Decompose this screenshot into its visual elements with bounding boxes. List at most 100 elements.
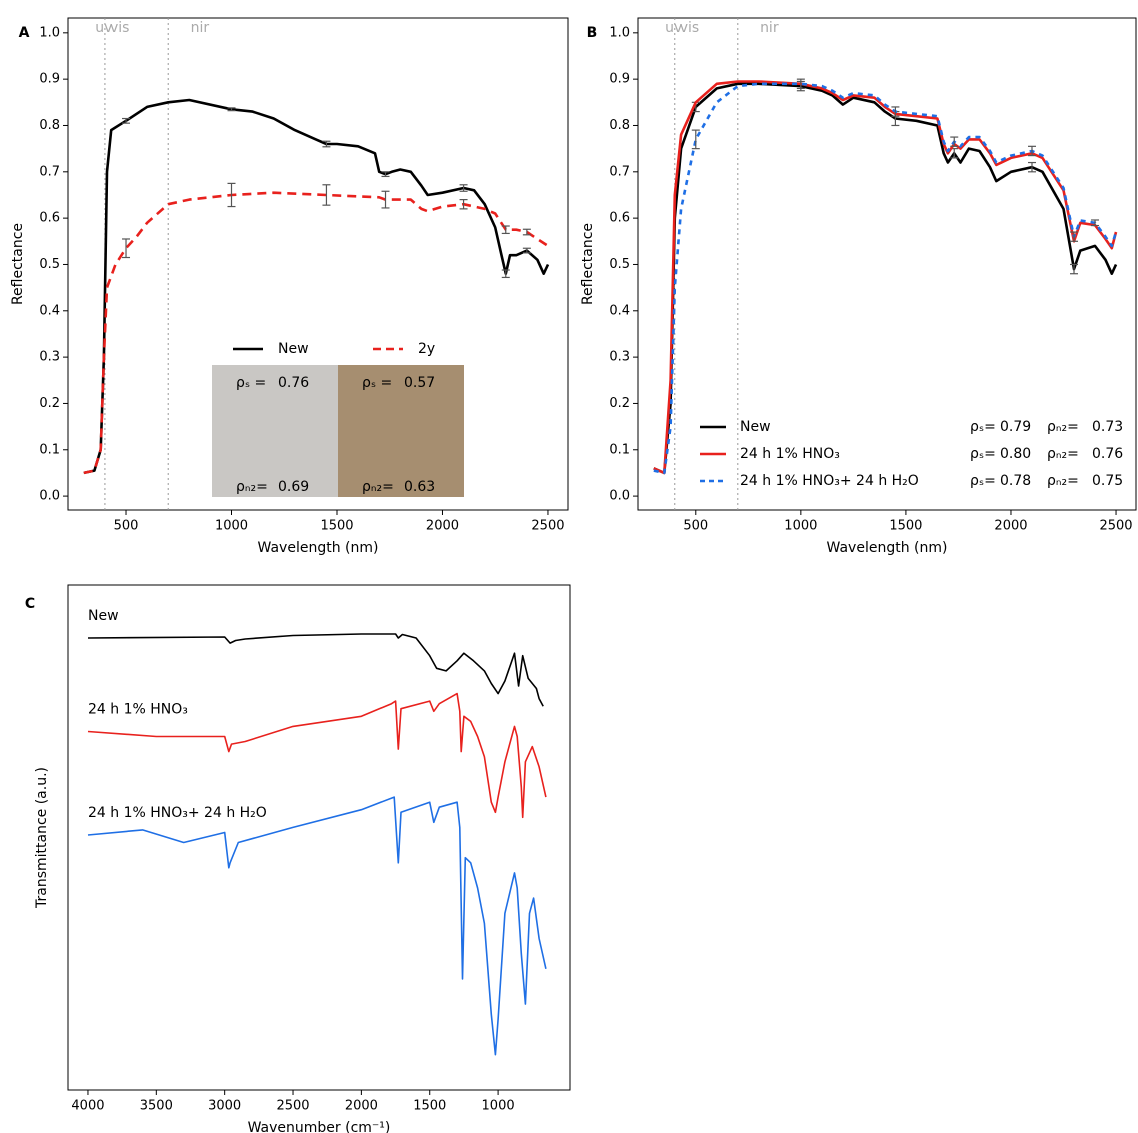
rho-n2-value: 0.69 [278, 479, 309, 495]
region-label: nir [191, 20, 210, 36]
x-tick-label: 3500 [140, 1099, 173, 1114]
error-bar [891, 106, 900, 117]
x-tick-label: 1500 [413, 1099, 446, 1114]
plot-frame [67, 584, 571, 1091]
error-bar [522, 247, 531, 254]
x-tick-label: 2500 [276, 1099, 309, 1114]
x-tick-label: 2000 [426, 519, 459, 534]
error-bar [381, 190, 390, 209]
y-tick-label: 0.8 [39, 118, 60, 133]
x-tick-label: 2000 [345, 1099, 378, 1114]
series-line [87, 633, 544, 707]
y-tick-label: 0.6 [609, 211, 630, 226]
rho-s-value: 0.80 [1000, 446, 1031, 462]
y-tick-label: 0.8 [609, 118, 630, 133]
y-tick-label: 0.6 [39, 211, 60, 226]
y-tick-label: 0.5 [609, 257, 630, 272]
sample-swatch [338, 365, 464, 497]
error-bar [501, 225, 510, 235]
rho-s-value: 0.76 [278, 375, 309, 391]
region-label: uv [665, 20, 682, 36]
rho-s-label: ρₛ= [970, 473, 996, 489]
y-tick-label: 0.1 [39, 442, 60, 457]
rho-n2-label: ρₙ₂= [1047, 473, 1079, 489]
x-tick-label: 4000 [71, 1099, 104, 1114]
error-bar [1070, 263, 1079, 275]
y-tick-label: 0.7 [39, 164, 60, 179]
y-tick-label: 0.9 [609, 72, 630, 87]
y-tick-label: 0.0 [609, 489, 630, 504]
error-bar [501, 269, 510, 279]
error-bar [381, 171, 390, 178]
rho-n2-value: 0.76 [1092, 446, 1123, 462]
legend-label: 24 h 1% HNO₃+ 24 h H₂O [740, 473, 919, 489]
x-tick-label: 500 [114, 519, 139, 534]
rho-s-label: ρₛ = [236, 375, 266, 391]
rho-n2-value: 0.73 [1092, 419, 1123, 435]
y-tick-label: 0.4 [609, 303, 630, 318]
error-bar [227, 107, 236, 112]
region-label: uv [95, 20, 112, 36]
panel-label: B [587, 25, 598, 41]
y-tick-label: 0.2 [609, 396, 630, 411]
y-axis-title: Transmittance (a.u.) [34, 767, 50, 909]
series-line [653, 80, 1118, 475]
y-tick-label: 0.0 [39, 489, 60, 504]
y-tick-label: 0.9 [39, 72, 60, 87]
y-axis-title: Reflectance [580, 223, 596, 305]
legend-label: 24 h 1% HNO₃ [740, 446, 840, 462]
series-line [87, 692, 547, 819]
region-label: nir [760, 20, 779, 36]
y-tick-label: 0.1 [609, 442, 630, 457]
region-label: vis [110, 20, 129, 36]
error-bar [522, 228, 531, 236]
error-bar [122, 117, 131, 124]
y-tick-label: 1.0 [609, 25, 630, 40]
x-tick-label: 3000 [208, 1099, 241, 1114]
error-bar [796, 78, 805, 90]
spectrum-label: New [88, 608, 119, 624]
error-bar [459, 184, 468, 192]
x-axis-title: Wavelength (nm) [258, 540, 379, 556]
x-tick-label: 1000 [482, 1099, 515, 1114]
error-bar [227, 182, 236, 208]
error-bar [322, 184, 331, 206]
y-tick-label: 0.2 [39, 396, 60, 411]
panel-label: C [25, 596, 35, 612]
x-axis-title: Wavelength (nm) [827, 540, 948, 556]
error-bar [322, 140, 331, 148]
series-line [87, 796, 547, 1056]
error-bar [122, 238, 131, 259]
series-line [653, 82, 1118, 475]
legend-label: New [278, 341, 309, 357]
rho-n2-label: ρₙ₂= [236, 479, 268, 495]
x-tick-label: 2500 [1099, 519, 1132, 534]
y-tick-label: 1.0 [39, 25, 60, 40]
error-bar [1070, 231, 1079, 242]
rho-n2-value: 0.63 [404, 479, 435, 495]
rho-n2-label: ρₙ₂= [362, 479, 394, 495]
x-axis-title: Wavenumber (cm⁻¹) [248, 1120, 391, 1133]
rho-s-value: 0.79 [1000, 419, 1031, 435]
y-tick-label: 0.3 [39, 350, 60, 365]
series-line [83, 98, 550, 475]
y-tick-label: 0.3 [609, 350, 630, 365]
y-tick-label: 0.4 [39, 303, 60, 318]
y-tick-label: 0.5 [39, 257, 60, 272]
spectrum-label: 24 h 1% HNO₃+ 24 h H₂O [88, 805, 267, 821]
error-bar [1027, 145, 1036, 157]
rho-n2-label: ρₙ₂= [1047, 419, 1079, 435]
rho-s-label: ρₛ = [362, 375, 392, 391]
series-line [653, 82, 1118, 475]
error-bar [459, 199, 468, 210]
region-label: vis [680, 20, 699, 36]
sample-swatch [212, 365, 338, 497]
x-tick-label: 1500 [889, 519, 922, 534]
x-tick-label: 1500 [320, 519, 353, 534]
x-tick-label: 2500 [531, 519, 564, 534]
rho-s-label: ρₛ= [970, 419, 996, 435]
x-tick-label: 1000 [784, 519, 817, 534]
spectrum-label: 24 h 1% HNO₃ [88, 701, 188, 717]
y-tick-label: 0.7 [609, 164, 630, 179]
